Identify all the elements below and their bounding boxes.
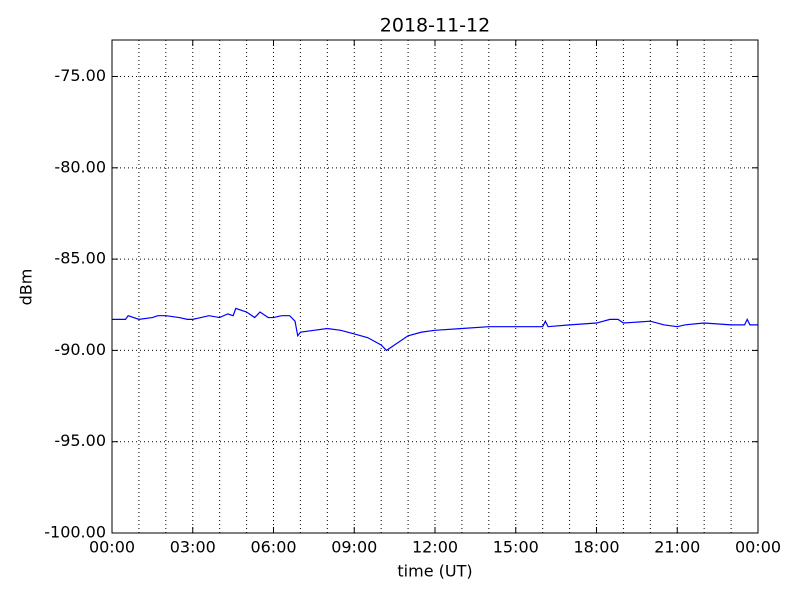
x-tick-label: 18:00 [573,538,619,557]
y-tick-label: -75.00 [54,66,106,85]
y-tick-label: -85.00 [54,249,106,268]
data-line [112,307,758,352]
x-tick-label: 12:00 [412,538,458,557]
y-tick-label: -90.00 [54,340,106,359]
x-axis-label: time (UT) [397,562,472,581]
y-axis-label: dBm [17,269,36,306]
x-tick-label: 03:00 [170,538,216,557]
y-tick-label: -80.00 [54,157,106,176]
x-tick-label: 00:00 [735,538,781,557]
plot-frame [111,39,759,534]
y-tick-label: -95.00 [54,431,106,450]
x-tick-label: 15:00 [493,538,539,557]
y-tick-label: -100.00 [44,523,106,542]
chart-title: 2018-11-12 [380,15,490,37]
x-tick-label: 09:00 [331,538,377,557]
x-tick-label: 00:00 [89,538,135,557]
x-tick-label: 21:00 [654,538,700,557]
x-tick-label: 06:00 [250,538,296,557]
